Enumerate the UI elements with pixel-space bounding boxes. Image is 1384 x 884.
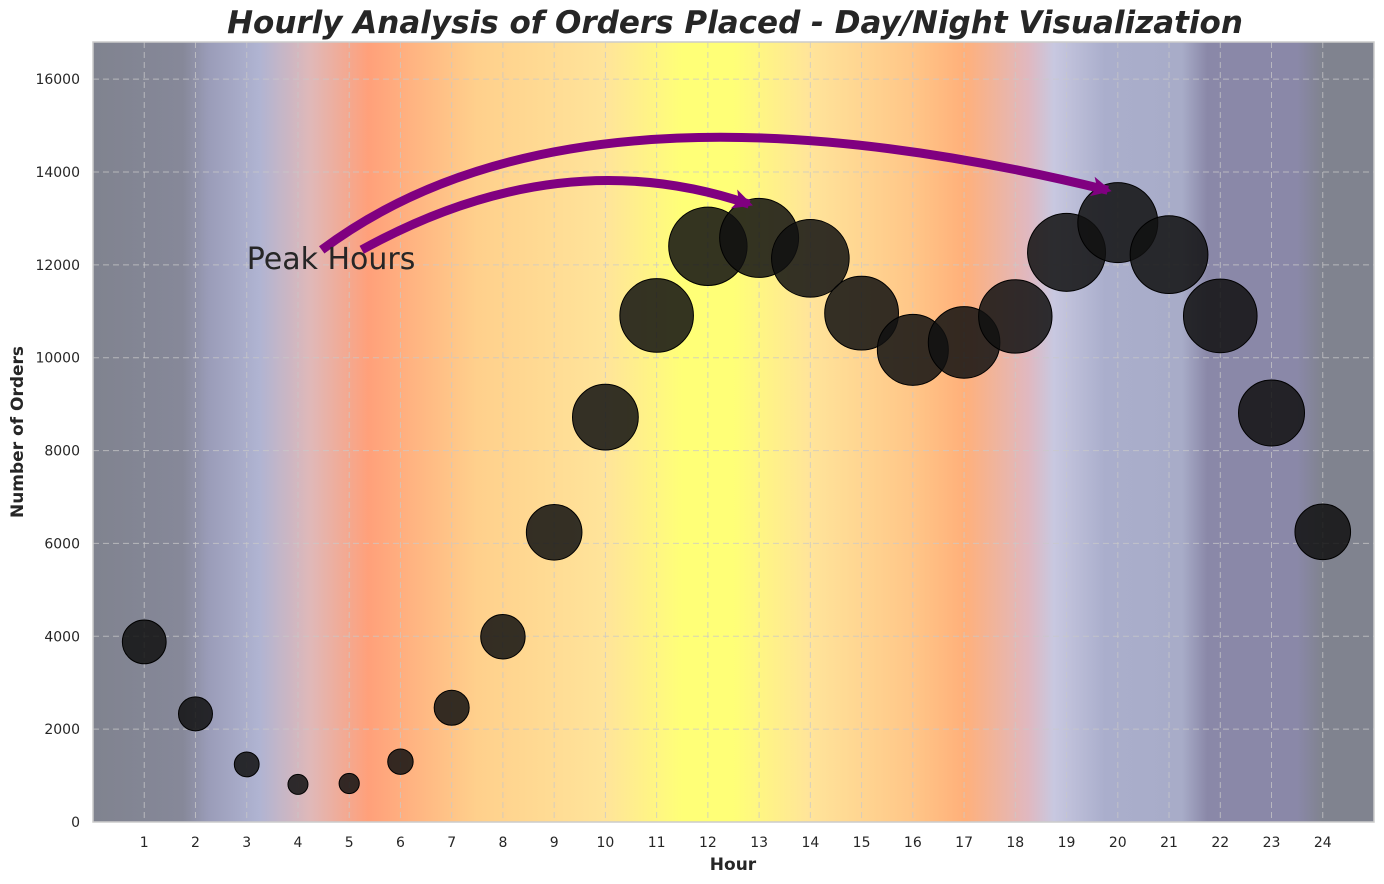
data-point <box>177 696 213 732</box>
data-point <box>572 383 639 451</box>
y-tick-label: 10000 <box>35 351 80 367</box>
data-point <box>233 751 260 778</box>
x-tick-label: 12 <box>699 835 717 851</box>
y-tick-label: 8000 <box>44 444 80 460</box>
y-tick-label: 12000 <box>35 258 80 274</box>
data-point <box>771 219 850 298</box>
y-axis-label: Number of Orders <box>8 346 28 518</box>
x-tick-label: 17 <box>955 835 973 851</box>
y-tick-label: 4000 <box>44 629 80 645</box>
x-tick-label: 13 <box>750 835 768 851</box>
data-point <box>1238 379 1306 447</box>
data-point <box>433 689 470 726</box>
peak-arrow <box>359 176 753 254</box>
x-tick-label: 23 <box>1263 835 1281 851</box>
y-tick-label: 6000 <box>44 536 80 552</box>
x-tick-label: 7 <box>447 835 456 851</box>
data-points <box>121 182 1352 795</box>
x-tick-label: 5 <box>345 835 354 851</box>
peak-hours-annotation: Peak Hours <box>247 242 416 277</box>
data-point <box>619 278 694 353</box>
peak-arrows <box>319 132 1112 254</box>
x-tick-label: 16 <box>904 835 922 851</box>
x-tick-label: 20 <box>1109 835 1127 851</box>
x-tick-label: 4 <box>293 835 302 851</box>
data-point <box>480 614 526 660</box>
x-tick-label: 10 <box>596 835 614 851</box>
y-tick-label: 0 <box>71 815 80 831</box>
x-tick-label: 24 <box>1314 835 1332 851</box>
data-point <box>1294 503 1352 561</box>
day-night-background <box>93 42 1374 822</box>
x-tick-label: 8 <box>498 835 507 851</box>
plot-frame <box>92 41 1375 823</box>
x-axis-ticks: 1 2 3 4 5 6 7 8 9 10 11 12 13 14 15 16 17 18 19 20 21 22 23 24 <box>140 835 1332 851</box>
x-tick-label: 22 <box>1211 835 1229 851</box>
data-point <box>1129 215 1209 295</box>
data-point <box>121 619 167 665</box>
data-point <box>387 748 414 775</box>
y-axis-ticks: 0 2000 4000 6000 8000 10000 12000 14000 16000 <box>35 72 80 831</box>
x-tick-label: 1 <box>140 835 149 851</box>
x-tick-label: 15 <box>853 835 871 851</box>
x-tick-label: 18 <box>1006 835 1024 851</box>
data-point <box>978 279 1053 354</box>
data-point <box>338 772 360 795</box>
data-point <box>1182 278 1258 354</box>
y-tick-label: 16000 <box>35 72 80 88</box>
peak-arrow <box>319 132 1112 254</box>
y-tick-label: 2000 <box>44 722 80 738</box>
data-point <box>824 275 899 351</box>
x-tick-label: 11 <box>648 835 666 851</box>
data-point <box>525 503 583 561</box>
x-tick-label: 14 <box>801 835 819 851</box>
x-axis-label: Hour <box>710 855 757 875</box>
data-point <box>287 773 309 795</box>
chart-title: Hourly Analysis of Orders Placed - Day/N… <box>227 5 1243 41</box>
x-tick-label: 19 <box>1058 835 1076 851</box>
y-tick-label: 14000 <box>35 165 80 181</box>
x-tick-label: 9 <box>550 835 559 851</box>
x-tick-label: 21 <box>1160 835 1178 851</box>
x-tick-label: 2 <box>191 835 200 851</box>
x-tick-label: 6 <box>396 835 405 851</box>
x-tick-label: 3 <box>242 835 251 851</box>
